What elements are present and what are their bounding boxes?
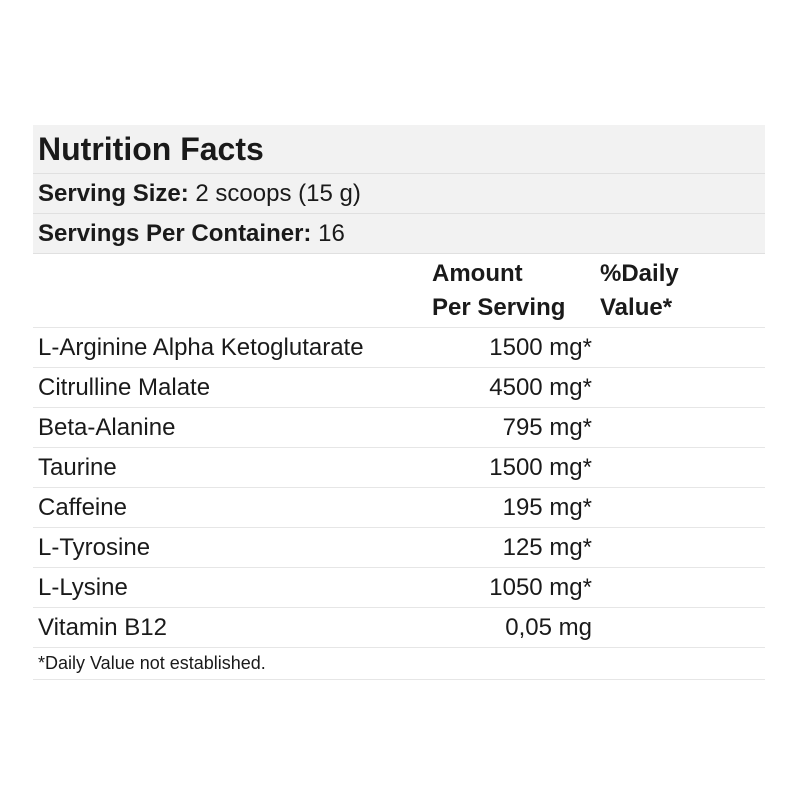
serving-size-value: 2 scoops (15 g) xyxy=(195,179,361,207)
amount-header-line2: Per Serving xyxy=(432,293,566,321)
table-row: L-Lysine 1050 mg* xyxy=(33,568,765,608)
column-header-row: Amount Per Serving %Daily Value* xyxy=(33,254,765,328)
ingredient-name: Beta-Alanine xyxy=(38,413,176,441)
table-row: Taurine 1500 mg* xyxy=(33,448,765,488)
ingredient-amount: 795 mg* xyxy=(502,413,592,441)
ingredient-name: Taurine xyxy=(38,453,117,481)
ingredient-name: Citrulline Malate xyxy=(38,373,211,401)
ingredient-amount: 195 mg* xyxy=(502,493,592,521)
serving-size-label: Serving Size: xyxy=(38,179,189,207)
daily-value-header-line2: Value* xyxy=(600,293,673,321)
ingredient-name: L-Lysine xyxy=(38,573,128,601)
ingredient-amount: 0,05 mg xyxy=(505,613,592,641)
ingredient-name: L-Tyrosine xyxy=(38,533,151,561)
ingredient-amount: 1500 mg* xyxy=(489,333,592,361)
ingredient-amount: 4500 mg* xyxy=(489,373,592,401)
ingredient-amount: 1050 mg* xyxy=(489,573,592,601)
table-row: L-Tyrosine 125 mg* xyxy=(33,528,765,568)
footnote-row: *Daily Value not established. xyxy=(33,648,765,680)
servings-per-container-row: Servings Per Container: 16 xyxy=(33,214,765,254)
daily-value-header-line1: %Daily xyxy=(600,259,679,287)
servings-per-container-value: 16 xyxy=(318,219,345,247)
servings-per-container-label: Servings Per Container: xyxy=(38,219,312,247)
table-row: Vitamin B12 0,05 mg xyxy=(33,608,765,648)
ingredient-name: L-Arginine Alpha Ketoglutarate xyxy=(38,333,364,361)
footnote: *Daily Value not established. xyxy=(38,653,266,673)
ingredient-amount: 125 mg* xyxy=(502,533,592,561)
nutrition-facts-panel: Nutrition Facts Serving Size: 2 scoops (… xyxy=(33,125,765,680)
ingredient-amount: 1500 mg* xyxy=(489,453,592,481)
title-row: Nutrition Facts xyxy=(33,125,765,174)
table-row: Beta-Alanine 795 mg* xyxy=(33,408,765,448)
ingredient-name: Caffeine xyxy=(38,493,127,521)
table-row: L-Arginine Alpha Ketoglutarate 1500 mg* xyxy=(33,328,765,368)
table-row: Citrulline Malate 4500 mg* xyxy=(33,368,765,408)
page-title: Nutrition Facts xyxy=(38,130,264,167)
serving-size-row: Serving Size: 2 scoops (15 g) xyxy=(33,174,765,214)
ingredient-list: L-Arginine Alpha Ketoglutarate 1500 mg* Ci… xyxy=(33,328,765,648)
daily-value-header: %Daily Value* xyxy=(592,257,765,325)
table-row: Caffeine 195 mg* xyxy=(33,488,765,528)
amount-header: Amount Per Serving xyxy=(432,257,592,325)
ingredient-name: Vitamin B12 xyxy=(38,613,167,641)
amount-header-line1: Amount xyxy=(432,259,523,287)
